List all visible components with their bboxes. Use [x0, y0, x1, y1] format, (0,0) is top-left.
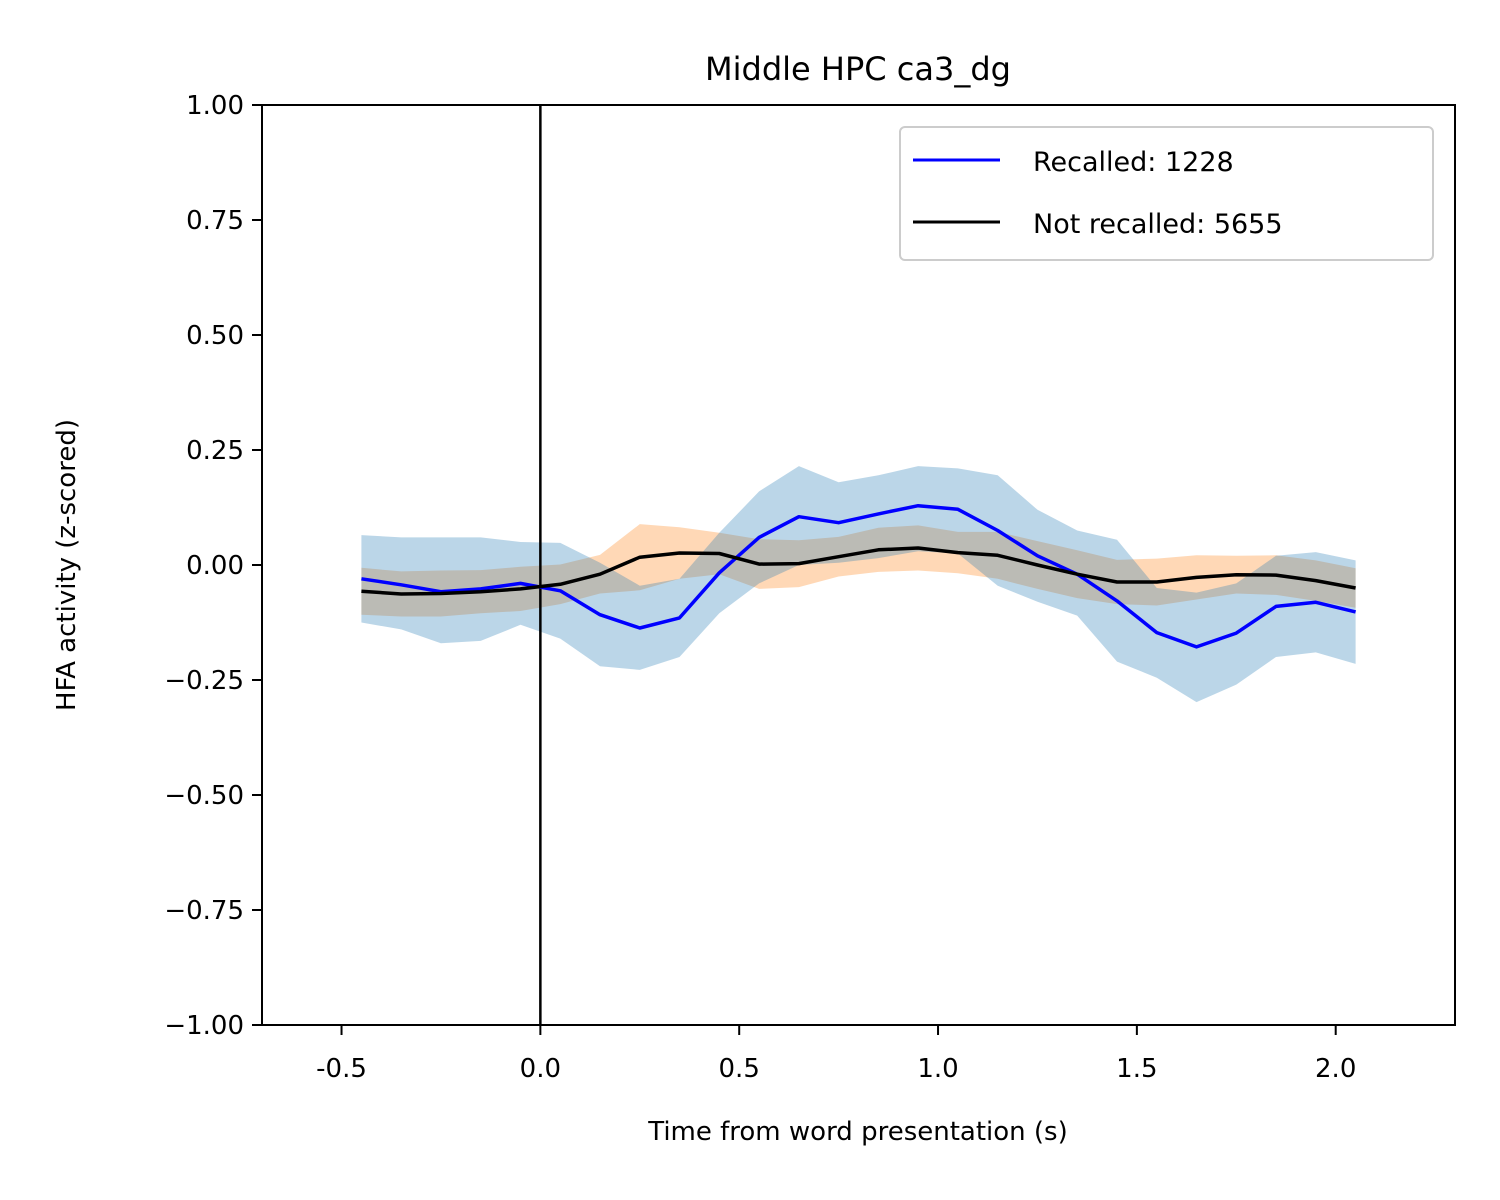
- y-axis-label: HFA activity (z-scored): [52, 419, 82, 711]
- x-tick-label: 1.5: [1116, 1054, 1157, 1084]
- x-tick-label: 1.0: [917, 1054, 958, 1084]
- x-tick-label: -0.5: [316, 1054, 367, 1084]
- legend-label-not-recalled: Not recalled: 5655: [1033, 209, 1283, 240]
- y-tick-label: 0.75: [186, 206, 244, 236]
- y-tick-label: 0.50: [186, 321, 244, 351]
- y-tick-label: −0.50: [164, 781, 244, 811]
- legend-label-recalled: Recalled: 1228: [1033, 147, 1234, 178]
- series-lines: [361, 503, 1357, 649]
- y-tick-label: −1.00: [164, 1011, 244, 1041]
- y-tick-label: −0.75: [164, 896, 244, 926]
- x-axis-ticks: -0.5 0.0 0.5 1.0 1.5 2.0: [316, 1025, 1356, 1084]
- series-line-recalled: [361, 503, 1357, 649]
- x-tick-label: 2.0: [1315, 1054, 1356, 1084]
- x-tick-label: 0.0: [520, 1054, 561, 1084]
- y-tick-label: 0.00: [186, 551, 244, 581]
- x-tick-label: 0.5: [719, 1054, 760, 1084]
- confidence-band-recalled: [361, 466, 1356, 703]
- x-axis-label: Time from word presentation (s): [647, 1117, 1068, 1147]
- y-tick-label: −0.25: [164, 666, 244, 696]
- series-line-not-recalled: [361, 546, 1356, 596]
- legend-box: [899, 126, 1434, 261]
- chart-title: Middle HPC ca3_dg: [705, 50, 1011, 88]
- legend: Recalled: 1228 Not recalled: 5655: [899, 126, 1434, 261]
- y-axis-ticks: 1.00 0.75 0.50 0.25 0.00 −0.25 −0.50 −0.75 −1.00: [164, 91, 262, 1041]
- y-tick-label: 0.25: [186, 436, 244, 466]
- y-tick-label: 1.00: [186, 91, 244, 121]
